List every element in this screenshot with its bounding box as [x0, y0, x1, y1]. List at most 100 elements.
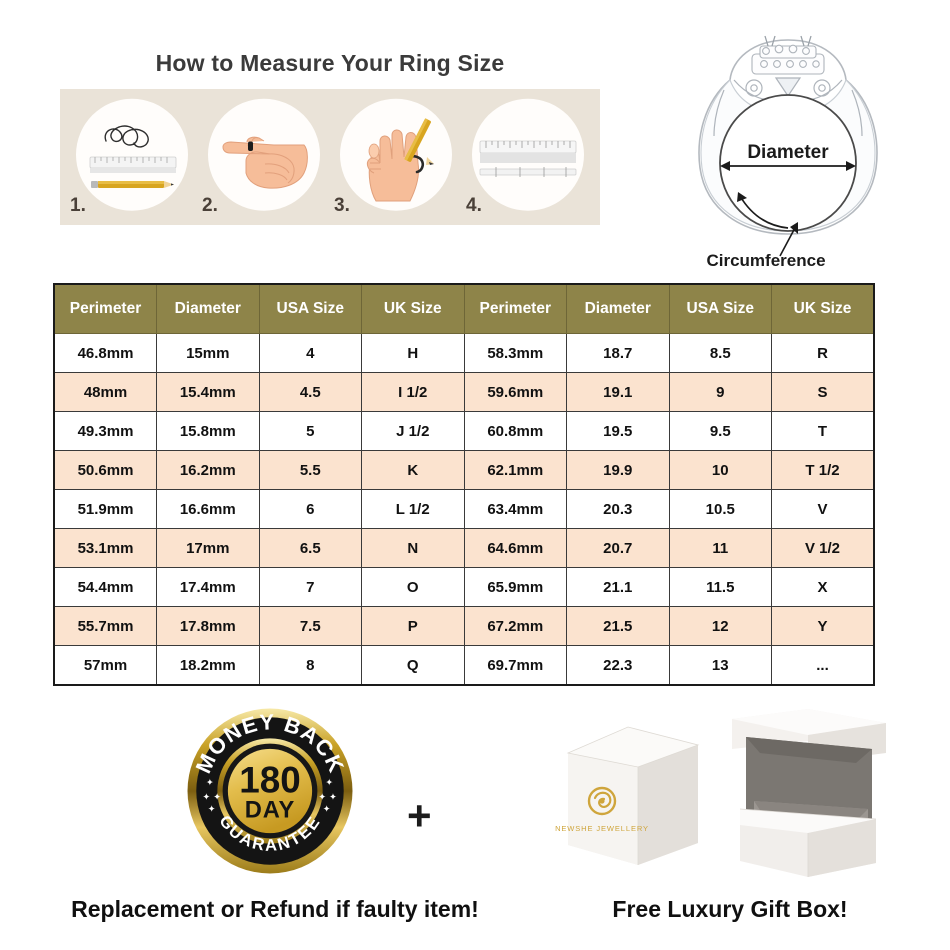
cell-diameter-1: 17.8mm [156, 606, 260, 646]
table-row: 50.6mm 16.2mm 5.5 K 62.1mm 19.9 10 T 1/2 [53, 450, 875, 490]
col-header-perimeter-2: Perimeter [463, 283, 567, 334]
cell-perimeter-1: 53.1mm [53, 528, 157, 568]
cell-diameter-2: 20.3 [566, 489, 670, 529]
cell-uk-1: P [361, 606, 465, 646]
circumference-leader [779, 225, 797, 257]
cell-uk-2: V 1/2 [771, 528, 875, 568]
cell-usa-2: 12 [668, 606, 772, 646]
circumference-arc [739, 195, 789, 229]
table-row: 46.8mm 15mm 4 H 58.3mm 18.7 8.5 R [53, 333, 875, 373]
cell-diameter-2: 21.1 [566, 567, 670, 607]
table-row: 54.4mm 17.4mm 7 O 65.9mm 21.1 11.5 X [53, 567, 875, 607]
cell-diameter-2: 20.7 [566, 528, 670, 568]
hand-pointing-with-ring-icon [222, 136, 308, 189]
step-1-disc [76, 98, 188, 211]
cell-diameter-2: 19.1 [566, 372, 670, 412]
ring-size-table: Perimeter Diameter USA Size UK Size Peri… [53, 283, 875, 686]
measure-step-4: 4. [462, 95, 594, 219]
cell-diameter-2: 19.5 [566, 411, 670, 451]
cell-uk-2: T [771, 411, 875, 451]
cell-uk-1: K [361, 450, 465, 490]
string-ruler-pencil-icon [89, 125, 177, 188]
cell-perimeter-1: 48mm [53, 372, 157, 412]
cell-usa-2: 8.5 [668, 333, 772, 373]
col-header-perimeter-1: Perimeter [53, 283, 157, 334]
table-row: 51.9mm 16.6mm 6 L 1/2 63.4mm 20.3 10.5 V [53, 489, 875, 529]
cell-perimeter-1: 50.6mm [53, 450, 157, 490]
step-1-number: 1. [70, 195, 86, 216]
step-4-number: 4. [466, 195, 482, 216]
cell-usa-2: 11 [668, 528, 772, 568]
cell-usa-2: 10 [668, 450, 772, 490]
badge-day-word: DAY [245, 797, 295, 823]
cell-perimeter-2: 59.6mm [463, 372, 567, 412]
open-gift-box [732, 709, 886, 877]
cell-diameter-1: 17.4mm [156, 567, 260, 607]
cell-perimeter-1: 51.9mm [53, 489, 157, 529]
cell-usa-1: 8 [258, 645, 362, 686]
cell-uk-1: L 1/2 [361, 489, 465, 529]
col-header-usa-size-1: USA Size [258, 283, 362, 334]
ring-measurement-diagram: Diameter Circumference [648, 18, 928, 268]
col-header-uk-size-1: UK Size [361, 283, 465, 334]
table-row: 48mm 15.4mm 4.5 I 1/2 59.6mm 19.1 9 S [53, 372, 875, 412]
luxury-gift-box-image: NEWSHE JEWELLERY [555, 709, 886, 877]
table-row: 49.3mm 15.8mm 5 J 1/2 60.8mm 19.5 9.5 T [53, 411, 875, 451]
table-row: 53.1mm 17mm 6.5 N 64.6mm 20.7 11 V 1/2 [53, 528, 875, 568]
svg-text:✦: ✦ [206, 778, 214, 789]
guarantee-caption: Replacement or Refund if faulty item! [71, 896, 479, 922]
cell-diameter-2: 19.9 [566, 450, 670, 490]
cell-usa-1: 4 [258, 333, 362, 373]
cell-usa-1: 7.5 [258, 606, 362, 646]
giftbox-caption: Free Luxury Gift Box! [612, 896, 848, 922]
measure-step-3: 3. [330, 95, 462, 219]
hand-with-string-and-pencil-icon [366, 118, 434, 202]
bottom-promo-row: MONEY BACK GUARANTEE 180 DAY ✦ ✦ ✦ ✦ ✦ ✦… [0, 700, 950, 950]
col-header-uk-size-2: UK Size [771, 283, 875, 334]
cell-uk-2: S [771, 372, 875, 412]
cell-perimeter-1: 49.3mm [53, 411, 157, 451]
cell-uk-2: V [771, 489, 875, 529]
cell-diameter-1: 15mm [156, 333, 260, 373]
cell-diameter-2: 22.3 [566, 645, 670, 686]
page-title: How to Measure Your Ring Size [155, 50, 505, 76]
cell-uk-1: Q [361, 645, 465, 686]
ring-size-table-container: Perimeter Diameter USA Size UK Size Peri… [53, 283, 875, 686]
cell-perimeter-2: 62.1mm [463, 450, 567, 490]
cell-usa-1: 5 [258, 411, 362, 451]
step-2-number: 2. [202, 195, 218, 216]
col-header-diameter-2: Diameter [566, 283, 670, 334]
badge-stars: ✦ ✦ ✦ ✦ ✦ ✦ ✦ ✦ [202, 778, 337, 815]
svg-text:✦: ✦ [208, 804, 216, 815]
money-back-guarantee-block: MONEY BACK GUARANTEE 180 DAY ✦ ✦ ✦ ✦ ✦ ✦… [60, 705, 480, 882]
ruler-icon [479, 140, 577, 177]
cell-usa-1: 4.5 [258, 372, 362, 412]
col-header-usa-size-2: USA Size [668, 283, 772, 334]
cell-usa-2: 9 [668, 372, 772, 412]
cell-perimeter-2: 64.6mm [463, 528, 567, 568]
cell-usa-1: 6.5 [258, 528, 362, 568]
cell-usa-1: 5.5 [258, 450, 362, 490]
svg-text:✦ ✦: ✦ ✦ [318, 792, 337, 803]
cell-diameter-1: 17mm [156, 528, 260, 568]
cell-usa-2: 9.5 [668, 411, 772, 451]
cell-uk-2: ... [771, 645, 875, 686]
diameter-label: Diameter [747, 142, 829, 163]
closed-gift-box: NEWSHE JEWELLERY [555, 726, 700, 865]
how-to-measure-panel: How to Measure Your Ring Size [60, 50, 600, 225]
svg-text:✦: ✦ [325, 778, 333, 789]
diameter-arrow [720, 161, 856, 171]
giftbox-brand-text: NEWSHE JEWELLERY [555, 824, 649, 833]
table-row: 57mm 18.2mm 8 Q 69.7mm 22.3 13... [53, 645, 875, 686]
table-body: 46.8mm 15mm 4 H 58.3mm 18.7 8.5 R 48mm 15.4mm 4.5… [53, 333, 875, 686]
cell-usa-2: 13 [668, 645, 772, 686]
cell-uk-2: Y [771, 606, 875, 646]
cell-uk-1: O [361, 567, 465, 607]
cell-usa-2: 11.5 [668, 567, 772, 607]
cell-diameter-1: 18.2mm [156, 645, 260, 686]
badge-days-number: 180 [239, 760, 300, 801]
svg-text:✦ ✦: ✦ ✦ [202, 792, 221, 803]
col-header-diameter-1: Diameter [156, 283, 260, 334]
ring-inner-circle [719, 94, 857, 232]
cell-diameter-2: 18.7 [566, 333, 670, 373]
